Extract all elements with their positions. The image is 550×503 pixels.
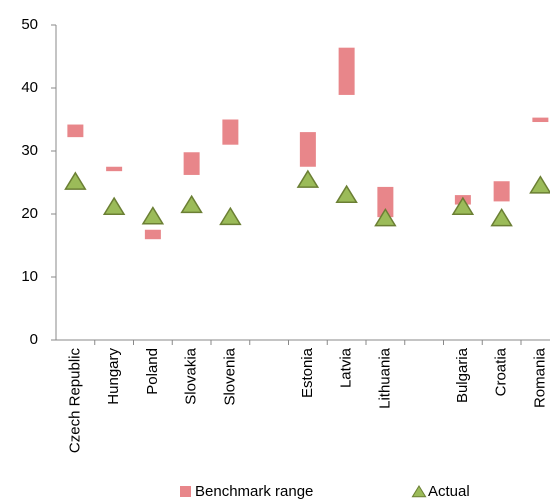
actual-marker bbox=[451, 196, 475, 216]
y-tick-label: 10 bbox=[21, 268, 38, 285]
y-tick-label: 30 bbox=[21, 142, 38, 159]
actual-marker bbox=[102, 196, 126, 216]
x-tick-label: Slovenia bbox=[221, 347, 238, 405]
range-bar bbox=[222, 119, 239, 145]
actual-marker bbox=[141, 206, 165, 225]
actual-marker bbox=[296, 169, 320, 188]
legend-swatch bbox=[411, 485, 427, 498]
range-bar bbox=[299, 132, 316, 167]
actual-marker bbox=[529, 175, 550, 194]
actual-marker bbox=[180, 194, 203, 214]
x-tick-label: Poland bbox=[144, 348, 161, 395]
y-tick-label: 40 bbox=[21, 79, 38, 96]
range-bar bbox=[144, 229, 161, 240]
actual-marker bbox=[335, 184, 358, 204]
range-bar bbox=[183, 152, 200, 175]
x-tick-label: Latvia bbox=[338, 347, 355, 388]
range-bar bbox=[532, 117, 549, 123]
actual-marker bbox=[64, 171, 87, 190]
x-tick-label: Lithuania bbox=[376, 347, 393, 409]
x-tick-label: Czech Republic bbox=[66, 348, 83, 454]
range-bar bbox=[377, 186, 394, 218]
legend-label: Benchmark range bbox=[195, 483, 313, 500]
x-tick-label: Estonia bbox=[299, 347, 316, 398]
legend-swatch bbox=[180, 486, 191, 497]
x-tick-label: Hungary bbox=[105, 348, 122, 405]
actual-marker bbox=[219, 206, 242, 226]
actual-marker bbox=[374, 207, 397, 227]
y-tick-label: 50 bbox=[21, 16, 38, 33]
range-bar bbox=[67, 124, 84, 138]
x-tick-label: Romania bbox=[531, 347, 548, 408]
range-bar bbox=[493, 181, 510, 202]
y-tick-label: 20 bbox=[21, 205, 38, 222]
range-bar bbox=[338, 47, 355, 95]
x-tick-label: Bulgaria bbox=[454, 347, 471, 403]
y-tick-label: 0 bbox=[30, 331, 38, 348]
x-tick-label: Croatia bbox=[493, 347, 510, 396]
legend-label: Actual bbox=[428, 483, 470, 500]
actual-marker bbox=[490, 207, 513, 227]
range-bar bbox=[106, 166, 123, 172]
x-tick-label: Slovakia bbox=[183, 347, 200, 404]
